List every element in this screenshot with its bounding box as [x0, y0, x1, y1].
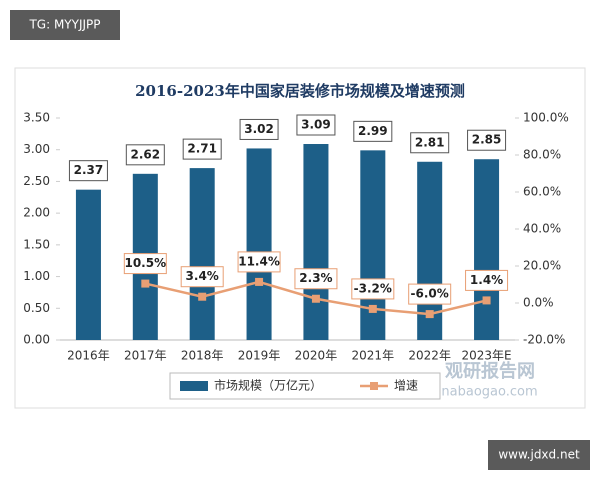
site-text: www.jdxd.net	[498, 448, 580, 462]
y2-tick-label: 60.0%	[523, 185, 561, 199]
line-label: -3.2%	[354, 281, 392, 295]
bar-label: 2.62	[131, 147, 161, 161]
x-tick-label: 2021年	[352, 349, 395, 363]
bar	[189, 168, 215, 340]
y-tick-label: 0.00	[23, 333, 50, 347]
legend-swatch	[370, 382, 378, 390]
line-label-box	[408, 283, 452, 305]
x-tick-label: 2022年	[408, 349, 451, 363]
line-marker	[311, 294, 320, 303]
y-tick-label: 1.00	[23, 269, 50, 283]
x-tick-label: 2016年	[67, 349, 110, 363]
y2-tick-label: 40.0%	[523, 222, 561, 236]
x-tick-label: 2020年	[295, 349, 338, 363]
y2-tick-label: -20.0%	[523, 333, 565, 347]
bar-label: 3.09	[301, 118, 331, 132]
tag-text: TG: MYYJJPP	[28, 18, 100, 32]
site-box	[488, 440, 590, 470]
bar	[75, 189, 101, 340]
bar-label-box	[296, 114, 336, 136]
x-tick-label: 2023年E	[462, 349, 512, 363]
chart-title: 2016-2023年中国家居装修市场规模及增速预测	[135, 82, 465, 100]
y-tick-label: 0.50	[23, 301, 50, 315]
bar	[474, 159, 500, 340]
legend-label: 市场规模（万亿元）	[214, 378, 322, 393]
y2-tick-label: 20.0%	[523, 259, 561, 273]
bar	[246, 148, 272, 340]
line-label-box	[237, 251, 281, 273]
line-label: 1.4%	[470, 273, 503, 287]
bar-label: 2.37	[74, 163, 104, 177]
tag-box	[10, 10, 120, 40]
line-marker	[368, 304, 377, 313]
bar-label-box	[353, 120, 393, 142]
y-tick-label: 3.50	[23, 111, 50, 125]
bar	[303, 144, 329, 340]
x-tick-label: 2018年	[181, 349, 224, 363]
x-tick-label: 2017年	[124, 349, 167, 363]
line-label: 11.4%	[238, 254, 280, 268]
line-label-box	[180, 266, 224, 288]
bar-label-box	[410, 132, 450, 154]
line-label: 3.4%	[186, 269, 219, 283]
legend-swatch	[180, 381, 208, 391]
bar-label: 2.85	[472, 133, 502, 147]
line-marker	[425, 310, 434, 319]
watermark-name: 观研报告网	[445, 360, 535, 382]
bar-label-box	[68, 160, 108, 182]
line-label: -6.0%	[411, 287, 449, 301]
y-tick-label: 2.50	[23, 174, 50, 188]
line-label: 10.5%	[124, 256, 166, 270]
legend-box	[169, 372, 441, 400]
bar-label-box	[467, 129, 507, 151]
x-tick-label: 2019年	[238, 349, 281, 363]
y2-tick-label: 100.0%	[523, 111, 569, 125]
bar-label: 2.71	[187, 142, 217, 156]
watermark-url: chinabaogao.com	[422, 385, 537, 400]
line-marker	[141, 279, 150, 288]
line-label-box	[294, 268, 338, 290]
line-label-box	[123, 253, 167, 275]
bar-label-box	[182, 138, 222, 160]
line-label-box	[465, 269, 509, 291]
y-tick-label: 3.00	[23, 142, 50, 156]
line-marker	[198, 292, 207, 301]
line-marker	[255, 277, 264, 286]
y2-tick-label: 80.0%	[523, 148, 561, 162]
bar-label-box	[125, 144, 165, 166]
legend-label: 增速	[394, 379, 418, 393]
line-marker	[482, 296, 491, 305]
bar-label: 2.99	[358, 124, 388, 138]
y2-tick-label: 0.0%	[523, 296, 554, 310]
y-tick-label: 1.50	[23, 237, 50, 251]
bar-label-box	[239, 118, 279, 140]
bar-label: 3.02	[244, 122, 274, 136]
line-label-box	[351, 278, 395, 300]
y-tick-label: 2.00	[23, 206, 50, 220]
line-label: 2.3%	[299, 271, 332, 285]
bar-label: 2.81	[415, 135, 445, 149]
